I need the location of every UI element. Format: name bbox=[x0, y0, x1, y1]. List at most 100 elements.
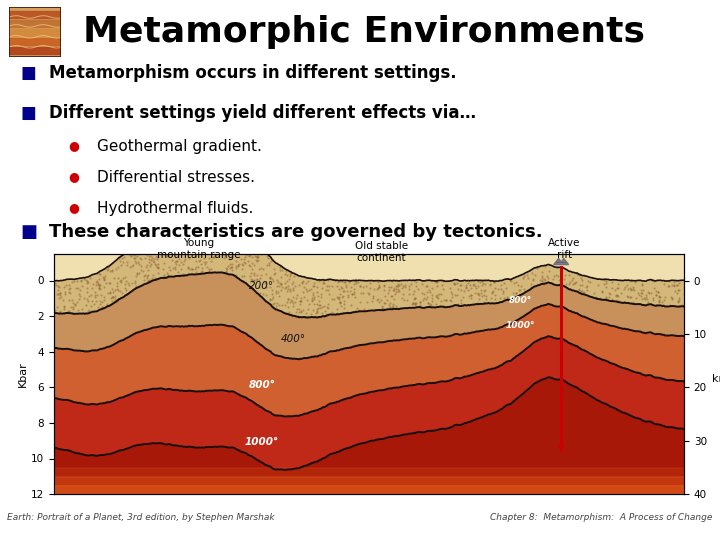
Point bbox=[298, 282, 310, 291]
Point bbox=[374, 283, 385, 292]
Point bbox=[336, 276, 348, 285]
Point bbox=[460, 283, 472, 292]
Point bbox=[190, 234, 202, 243]
Point bbox=[69, 301, 81, 309]
Point bbox=[104, 289, 116, 298]
Point bbox=[654, 292, 666, 301]
Point bbox=[308, 300, 320, 308]
Point bbox=[233, 234, 244, 243]
Point bbox=[388, 284, 400, 292]
Point bbox=[238, 257, 249, 266]
Point bbox=[171, 242, 183, 251]
Point bbox=[259, 278, 271, 287]
Point bbox=[243, 235, 254, 244]
Point bbox=[135, 254, 146, 263]
Point bbox=[426, 297, 438, 306]
Point bbox=[445, 297, 456, 306]
Point bbox=[438, 302, 449, 310]
Point bbox=[323, 276, 334, 285]
Point bbox=[248, 271, 259, 279]
Point bbox=[220, 267, 232, 276]
Point bbox=[117, 274, 129, 282]
Text: ●: ● bbox=[68, 139, 79, 152]
Point bbox=[652, 287, 664, 296]
Point bbox=[73, 306, 84, 315]
Point bbox=[654, 292, 665, 301]
Point bbox=[109, 285, 121, 294]
Point bbox=[91, 279, 103, 287]
Point bbox=[320, 286, 332, 294]
Point bbox=[624, 284, 635, 292]
Point bbox=[236, 265, 248, 274]
Point bbox=[246, 253, 258, 261]
Point bbox=[112, 279, 123, 288]
Point bbox=[229, 219, 240, 228]
Point bbox=[225, 262, 237, 271]
Point bbox=[176, 248, 188, 257]
Point bbox=[470, 284, 482, 293]
Point bbox=[414, 301, 426, 309]
Point bbox=[194, 256, 206, 265]
Point bbox=[668, 281, 680, 290]
Point bbox=[257, 265, 269, 273]
Point bbox=[358, 305, 369, 313]
Point bbox=[230, 261, 242, 270]
Point bbox=[153, 260, 164, 268]
Point bbox=[283, 274, 294, 283]
Point bbox=[264, 294, 276, 303]
Point bbox=[206, 256, 217, 265]
Point bbox=[612, 284, 624, 292]
Point bbox=[224, 264, 235, 273]
Point bbox=[238, 255, 250, 264]
Point bbox=[81, 300, 92, 309]
Point bbox=[541, 272, 553, 280]
Point bbox=[132, 240, 144, 249]
Point bbox=[622, 293, 634, 301]
Point bbox=[414, 297, 426, 306]
Point bbox=[177, 269, 189, 278]
Point bbox=[207, 252, 218, 261]
Point bbox=[416, 279, 428, 288]
Point bbox=[184, 265, 196, 273]
Point bbox=[243, 240, 255, 248]
Text: Metamorphic Environments: Metamorphic Environments bbox=[83, 15, 645, 49]
Point bbox=[487, 287, 498, 296]
Point bbox=[222, 244, 234, 252]
Point bbox=[567, 280, 579, 288]
Point bbox=[174, 261, 185, 269]
Point bbox=[363, 289, 374, 298]
Point bbox=[500, 295, 512, 303]
Point bbox=[179, 271, 190, 280]
Point bbox=[84, 306, 95, 314]
Point bbox=[179, 257, 190, 266]
Point bbox=[94, 274, 105, 283]
Point bbox=[317, 276, 328, 285]
Point bbox=[378, 280, 390, 289]
Point bbox=[672, 296, 683, 305]
Point bbox=[642, 288, 654, 296]
Point bbox=[376, 302, 387, 310]
Point bbox=[207, 215, 219, 224]
Point bbox=[81, 287, 93, 296]
Point bbox=[261, 252, 273, 261]
Point bbox=[158, 249, 170, 258]
Point bbox=[179, 254, 190, 263]
Bar bbox=[9, 20, 61, 27]
Point bbox=[479, 286, 490, 295]
Point bbox=[236, 276, 248, 285]
Point bbox=[663, 282, 675, 291]
Point bbox=[573, 286, 585, 294]
Point bbox=[226, 235, 238, 244]
Point bbox=[348, 292, 360, 301]
Point bbox=[410, 294, 421, 302]
Point bbox=[455, 285, 467, 294]
Point bbox=[260, 291, 271, 299]
Point bbox=[501, 293, 513, 301]
Point bbox=[122, 279, 134, 287]
Point bbox=[209, 252, 220, 261]
Point bbox=[431, 291, 443, 299]
Text: ■: ■ bbox=[20, 104, 36, 122]
Point bbox=[642, 295, 653, 304]
Point bbox=[211, 250, 222, 259]
Point bbox=[102, 289, 114, 298]
